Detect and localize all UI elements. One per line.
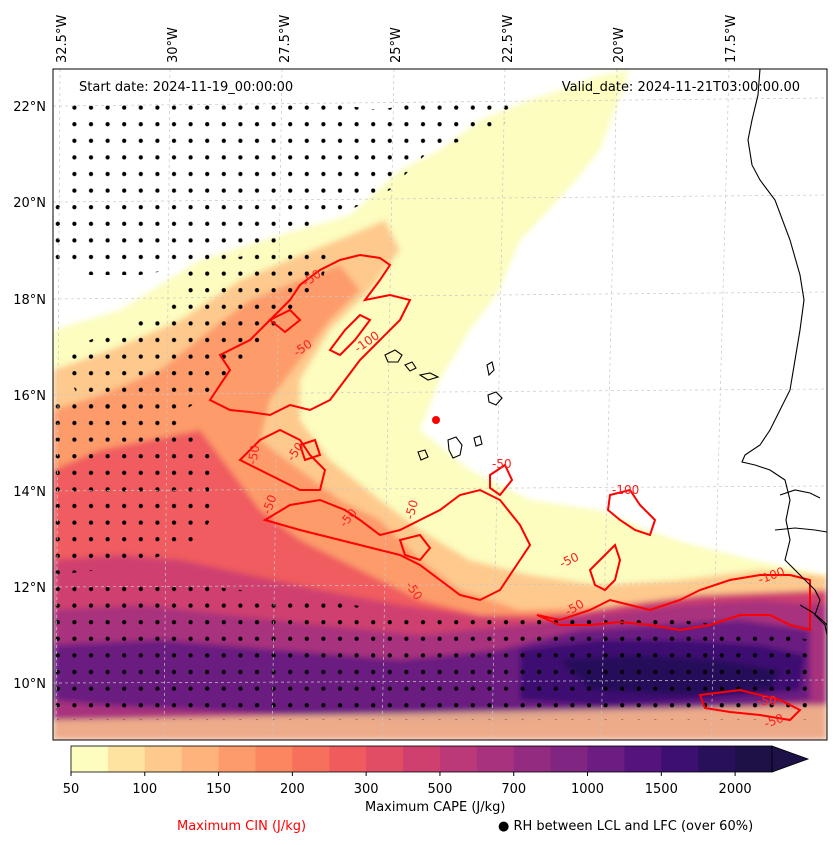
island-santiago (447, 436, 463, 459)
cin-label: -50 (260, 493, 280, 516)
start-date-text: Start date: 2024-11-19_00:00:00 (79, 80, 293, 95)
lon-label: 30°W (166, 27, 181, 63)
cape-clear-region (445, 70, 827, 575)
coastlines (384, 69, 827, 636)
colorbar-segment (587, 746, 625, 772)
cin-label: -100 (612, 483, 639, 497)
colorbar-segment (292, 746, 330, 772)
cin-label: -50 (762, 711, 785, 731)
colorbar-frame (70, 745, 773, 773)
colorbar-tick-label: 100 (132, 782, 157, 797)
island-maio (473, 435, 483, 447)
map-panel: -50 -50 -100 -50 -50 -50 -50 -50 -50 -50… (53, 69, 827, 740)
colorbar-segment (329, 746, 367, 772)
gambia-estuary (774, 527, 827, 533)
colorbar-segment (476, 746, 515, 772)
colorbar-tick-label: 150 (206, 782, 231, 797)
map-frame (52, 68, 828, 741)
colorbar-segment (403, 746, 441, 772)
lat-label: 18°N (13, 293, 46, 308)
colorbar-tick-label: 2000 (719, 782, 752, 797)
cin-label: -50 (492, 457, 512, 471)
colorbar-segment (71, 746, 109, 772)
guinea-coast (799, 604, 827, 626)
colorbar-segment (513, 746, 552, 772)
colorbar-extend-arrow (771, 745, 810, 773)
island-sao-vicente (404, 361, 417, 372)
lon-label: 17.5°W (724, 15, 739, 63)
colorbar-tick-label: 1500 (645, 782, 678, 797)
colorbar-tick-label: 200 (280, 782, 305, 797)
colorbar-tick-label: 500 (428, 782, 453, 797)
cin-contours (208, 253, 811, 722)
cin-label: -50 (757, 694, 777, 708)
rh-stipple (53, 95, 810, 720)
cin-label: -50 (245, 444, 262, 466)
lat-label: 22°N (13, 100, 46, 115)
island-santo-antao (384, 349, 403, 363)
rh-legend-label: RH between LCL and LFC (over 60%) (513, 819, 754, 834)
colorbar-segment (255, 746, 293, 772)
lon-labels: 32.5°W 30°W 27.5°W 25°W 22.5°W 20°W 17.5… (55, 15, 739, 63)
colorbar-segment (698, 746, 736, 772)
cape-colorbar: 50 100 150 200 300 500 700 1000 1500 2000 (63, 745, 810, 797)
lat-label: 14°N (13, 485, 46, 500)
lat-label: 12°N (13, 581, 46, 596)
colorbar-segment (624, 746, 662, 772)
island-boa-vista (487, 391, 503, 406)
island-sal (486, 361, 495, 377)
senegal-estuary (779, 489, 821, 499)
lon-label: 20°W (612, 27, 627, 63)
island-sao-nicolau (418, 372, 440, 381)
lon-label: 32.5°W (55, 15, 70, 63)
colorbar-segment (181, 746, 220, 772)
colorbar-segment (439, 746, 478, 772)
valid-date-text: Valid_date: 2024-11-21T03:00:00.00 (562, 80, 800, 95)
lon-label: 22.5°W (501, 15, 516, 63)
lat-label: 20°N (13, 196, 46, 211)
colorbar-segment (661, 746, 699, 772)
lat-label: 16°N (13, 389, 46, 404)
lat-labels: 22°N 20°N 18°N 16°N 14°N 12°N 10°N (13, 100, 46, 692)
lon-label: 27.5°W (278, 15, 293, 63)
colorbar-label: Maximum CAPE (J/kg) (365, 800, 506, 815)
colorbar-segment (735, 746, 773, 772)
colorbar-segment (107, 746, 146, 772)
gridlines (53, 69, 827, 740)
africa-coast (741, 69, 827, 636)
cin-legend-label: Maximum CIN (J/kg) (177, 819, 307, 834)
colorbar-segment (550, 746, 589, 772)
colorbar-tick-label: 700 (501, 782, 526, 797)
colorbar-segment (144, 746, 183, 772)
rh-legend-marker-icon: ● (498, 819, 510, 834)
lat-label: 10°N (13, 677, 46, 692)
cin-label: -50 (402, 498, 421, 521)
colorbar-tick-label: 300 (354, 782, 379, 797)
rh-legend: ● RH between LCL and LFC (over 60%) (498, 819, 753, 834)
colorbar-tick-label: 1000 (571, 782, 604, 797)
colorbar-segment (218, 746, 256, 772)
lon-label: 25°W (389, 27, 404, 63)
colorbar-tick-label: 50 (63, 782, 80, 797)
island-fogo (417, 449, 429, 461)
colorbar-segment (366, 746, 404, 772)
